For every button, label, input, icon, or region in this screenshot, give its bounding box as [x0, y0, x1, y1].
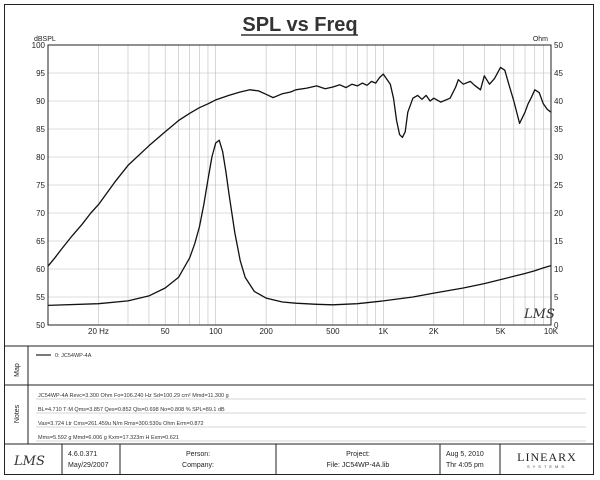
footer-file-label: File: JC54WP-4A.lib — [327, 462, 390, 469]
y-right-tick-label: 10 — [554, 265, 563, 274]
y-left-tick-label: 80 — [36, 153, 45, 162]
linearx-subtitle: SYSTEMS — [527, 464, 567, 469]
y-right-tick-label: 5 — [554, 293, 559, 302]
chart-title: SPL vs Freq — [242, 14, 357, 36]
footer-print-time: Thr 4:05 pm — [446, 462, 484, 469]
spl-curve — [47, 66, 552, 267]
x-tick-label: 500 — [326, 327, 340, 336]
linearx-logo: LINEARX — [517, 450, 577, 464]
footer-print-date: Aug 5, 2010 — [446, 451, 484, 458]
plot-border — [47, 44, 552, 326]
y-right-tick-label: 40 — [554, 97, 563, 106]
note-line: Mms=5.592 g Mmd=6.006 g Kxm=17.323m H Ex… — [38, 435, 179, 441]
y-left-tick-label: 65 — [36, 237, 45, 246]
y-left-tick-label: 75 — [36, 181, 45, 190]
y-right-tick-label: 50 — [554, 41, 563, 50]
y-left-tick-label: 90 — [36, 97, 45, 106]
footer-lms-logo: LMS — [13, 454, 45, 469]
y-right-tick-label: 30 — [554, 153, 563, 162]
note-line: JC54WP-4A Revc=3.300 Ohm Fo=106.240 Hz S… — [38, 393, 229, 399]
x-tick-label: 20 Hz — [88, 327, 109, 336]
legend-entry: 0: JC54WP-4A — [55, 353, 92, 359]
y-right-tick-label: 35 — [554, 125, 563, 134]
grid — [48, 45, 551, 325]
y-right-tick-label: 45 — [554, 69, 563, 78]
impedance-curve — [47, 139, 552, 307]
x-tick-label: 2K — [429, 327, 439, 336]
y-left-unit: dBSPL — [34, 36, 56, 43]
notes-label: Notes — [14, 404, 21, 423]
footer-company-label: Company: — [182, 462, 214, 469]
y-right-tick-label: 25 — [554, 181, 563, 190]
notes-lines: JC54WP-4A Revc=3.300 Ohm Fo=106.240 Hz S… — [36, 393, 586, 442]
x-tick-label: 200 — [259, 327, 273, 336]
tick-labels: 1009590858075706560555050454035302520151… — [32, 41, 564, 336]
y-left-tick-label: 85 — [36, 125, 45, 134]
x-tick-label: 1K — [378, 327, 388, 336]
x-tick-label: 100 — [209, 327, 223, 336]
x-tick-label: 50 — [161, 327, 170, 336]
note-line: BL=4.710 T·M Qms=3.857 Qes=0.852 Qts=0.6… — [38, 407, 225, 413]
y-right-tick-label: 0 — [554, 321, 559, 330]
y-left-tick-label: 95 — [36, 69, 45, 78]
footer-version: 4.6.0.371 — [68, 451, 97, 458]
footer-date: May/29/2007 — [68, 462, 109, 469]
y-right-tick-label: 20 — [554, 209, 563, 218]
y-left-tick-label: 100 — [32, 41, 46, 50]
footer-project-label: Project: — [346, 451, 370, 458]
series — [47, 66, 552, 307]
y-left-tick-label: 50 — [36, 321, 45, 330]
y-right-tick-label: 15 — [554, 237, 563, 246]
x-tick-label: 5K — [496, 327, 506, 336]
y-left-tick-label: 55 — [36, 293, 45, 302]
y-left-tick-label: 70 — [36, 209, 45, 218]
x-tick-label: 10K — [544, 327, 559, 336]
lms-watermark: LMS — [523, 307, 555, 322]
map-label: Map — [14, 363, 21, 377]
y-right-unit: Ohm — [533, 36, 548, 43]
y-left-tick-label: 60 — [36, 265, 45, 274]
footer-person-label: Person: — [186, 451, 210, 458]
note-line: Vas=3.724 Ltr Cms=261.459u N/m Rms=300.5… — [38, 421, 204, 427]
